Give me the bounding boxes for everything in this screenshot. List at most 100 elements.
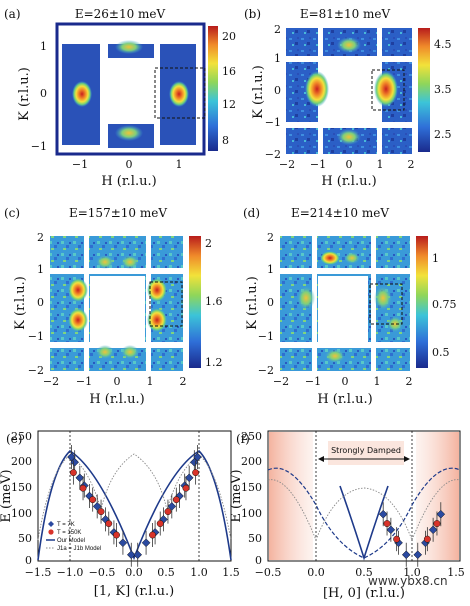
legend: T = 7K T = 150K Our Model J1a = J1b Mode… <box>46 521 101 552</box>
data-point-circle <box>113 531 120 539</box>
panel-d: (d) E=214±10 meV 1 0.75 0.5 2 1 0 −1 −2 … <box>243 206 457 407</box>
y-tick: 200 <box>11 455 32 468</box>
x-tick: 0 <box>346 158 353 171</box>
cbar-tick: 0.5 <box>432 346 450 359</box>
panel-label: (b) <box>244 7 261 21</box>
x-tick: 0 <box>342 375 349 388</box>
y-tick: −1 <box>258 330 274 343</box>
y-tick: 0 <box>25 554 32 567</box>
j1a-model-curve <box>267 479 461 542</box>
data-point-circle <box>192 469 200 477</box>
data-point-circle <box>423 535 431 543</box>
cbar-tick: 0.75 <box>432 298 457 311</box>
cbar-tick: 1 <box>432 252 439 265</box>
x-tick: −1.0 <box>57 566 84 579</box>
colorbar <box>189 236 201 368</box>
y-tick: 50 <box>248 532 262 545</box>
data-point-circle <box>79 484 87 492</box>
y-tick: 0 <box>267 296 274 309</box>
data-point-diamond <box>436 509 446 519</box>
heatmap <box>286 28 412 154</box>
panel-label: (f) <box>236 432 250 446</box>
x-tick: 1 <box>377 158 384 171</box>
data-point-circle <box>393 535 401 543</box>
legend-label: T = 7K <box>57 522 75 528</box>
x-tick: 0.0 <box>307 566 325 579</box>
x-axis-title: [H, 0] (r.l.u.) <box>323 586 405 601</box>
x-tick: 1 <box>147 375 154 388</box>
heatmap <box>50 236 183 371</box>
data-point-circle <box>172 496 180 504</box>
x-tick: 2 <box>406 375 413 388</box>
y-tick: −2 <box>28 364 44 377</box>
panel-label: (a) <box>4 7 21 21</box>
model-curve <box>339 485 389 561</box>
y-tick: 200 <box>241 455 262 468</box>
x-tick: −1 <box>310 158 326 171</box>
x-tick: 2 <box>408 158 415 171</box>
x-axis-title: H (r.l.u.) <box>89 392 144 407</box>
data-point-diamond <box>401 550 411 560</box>
cbar-tick: 20 <box>222 30 236 43</box>
y-tick: 150 <box>11 481 32 494</box>
markers <box>67 445 202 567</box>
x-tick: 1.0 <box>190 566 208 579</box>
panel-c: (c) E=157±10 meV 2 1.6 1.2 2 1 0 −1 −2 − <box>4 206 223 407</box>
x-tick: 1 <box>374 375 381 388</box>
y-axis-title: K (r.l.u.) <box>251 65 266 119</box>
y-tick: 250 <box>241 430 262 443</box>
data-point-diamond <box>428 525 438 535</box>
y-tick: 250 <box>11 430 32 443</box>
y-tick: 1 <box>274 52 281 65</box>
data-point-diamond <box>141 538 151 548</box>
y-tick: 100 <box>241 507 262 520</box>
data-point-diamond <box>184 473 194 483</box>
x-tick: 1.5 <box>447 566 465 579</box>
y-tick: 2 <box>267 231 274 244</box>
data-point-circle <box>182 484 190 492</box>
annotation-box <box>328 441 404 465</box>
y-tick: −1 <box>265 116 281 129</box>
x-axis-title: H (r.l.u.) <box>321 174 376 189</box>
data-point-diamond <box>92 502 102 511</box>
data-point-diamond <box>167 502 177 511</box>
cbar-tick: 2.5 <box>434 128 452 141</box>
x-tick: −2 <box>43 375 59 388</box>
data-point-circle <box>164 508 172 516</box>
y-tick: −1 <box>28 330 44 343</box>
panel-title: E=214±10 meV <box>291 206 389 220</box>
markers <box>378 502 446 567</box>
data-point-circle <box>69 469 77 477</box>
y-tick: −1 <box>31 140 47 153</box>
legend-marker-diamond <box>48 521 54 527</box>
y-axis-title: E (meV) <box>229 469 244 522</box>
y-axis-title: K (r.l.u.) <box>13 276 28 330</box>
colorbar <box>208 26 218 151</box>
x-tick: 0 <box>126 158 133 171</box>
x-tick: −1.5 <box>25 566 52 579</box>
y-tick: 150 <box>241 481 262 494</box>
data-point-diamond <box>67 452 76 462</box>
x-tick: −1 <box>305 375 321 388</box>
cbar-tick: 2 <box>205 237 212 250</box>
data-point-diamond <box>70 457 80 467</box>
data-point-diamond <box>133 550 143 560</box>
x-tick: 1.0 <box>403 566 421 579</box>
legend-marker-circle <box>48 529 54 535</box>
y-axis-title: E (meV) <box>0 469 14 522</box>
x-axis-title: H (r.l.u.) <box>101 174 156 189</box>
y-axis-title: K (r.l.u.) <box>245 276 260 330</box>
data-point-diamond <box>193 452 202 462</box>
legend-label: Our Model <box>57 538 85 544</box>
arrowhead-left-icon <box>318 456 324 462</box>
x-tick: 0.5 <box>355 566 373 579</box>
annotation-text: Strongly Damped <box>331 446 401 455</box>
cbar-tick: 1.6 <box>205 295 223 308</box>
panel-e: (e) T = 7K T = 150K Our Model J1a = J1b … <box>0 430 240 599</box>
data-point-circle <box>149 531 156 539</box>
cbar-tick: 16 <box>222 65 236 78</box>
y-tick: 0 <box>40 87 47 100</box>
panel-a: (a) E=26±10 meV 20 16 12 8 1 0 −1 −1 0 1… <box>4 7 236 189</box>
x-tick: 1 <box>176 158 183 171</box>
y-tick: −2 <box>258 364 274 377</box>
